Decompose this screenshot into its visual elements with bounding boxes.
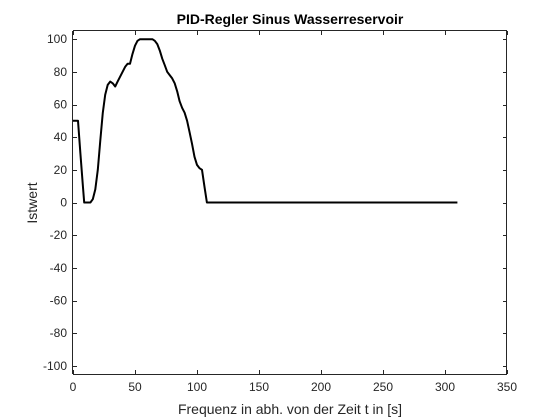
x-tick-label: 300 bbox=[435, 380, 455, 394]
x-tick-label: 150 bbox=[249, 380, 269, 394]
y-tick-label: 80 bbox=[54, 65, 68, 79]
y-tick-label: 20 bbox=[54, 163, 68, 177]
x-tick-label: 250 bbox=[373, 380, 393, 394]
y-tick-label: 0 bbox=[60, 196, 67, 210]
x-axis-label: Frequenz in abh. von der Zeit t in [s] bbox=[178, 401, 402, 417]
y-tick-label: 100 bbox=[47, 32, 67, 46]
ticks-layer: 0 50 100 150 200 250 300 350 -100 -80 -60 -40 -20 0 20… bbox=[43, 31, 517, 394]
y-tick-label: -20 bbox=[50, 228, 68, 242]
x-tick-label: 100 bbox=[187, 380, 207, 394]
x-tick-label: 0 bbox=[70, 380, 77, 394]
y-tick-label: 60 bbox=[54, 98, 68, 112]
x-tick-label: 50 bbox=[128, 380, 142, 394]
chart-title: PID-Regler Sinus Wasserreservoir bbox=[177, 11, 404, 27]
x-tick-label: 350 bbox=[497, 380, 517, 394]
y-tick-label: 40 bbox=[54, 130, 68, 144]
y-tick-label: -80 bbox=[50, 326, 68, 340]
y-tick-label: -40 bbox=[50, 261, 68, 275]
x-tick-label: 200 bbox=[311, 380, 331, 394]
y-tick-label: -100 bbox=[43, 359, 67, 373]
axes-frame bbox=[72, 30, 507, 375]
y-tick-label: -60 bbox=[50, 294, 68, 308]
series-line bbox=[73, 38, 458, 204]
y-axis-label: Istwert bbox=[24, 182, 40, 223]
